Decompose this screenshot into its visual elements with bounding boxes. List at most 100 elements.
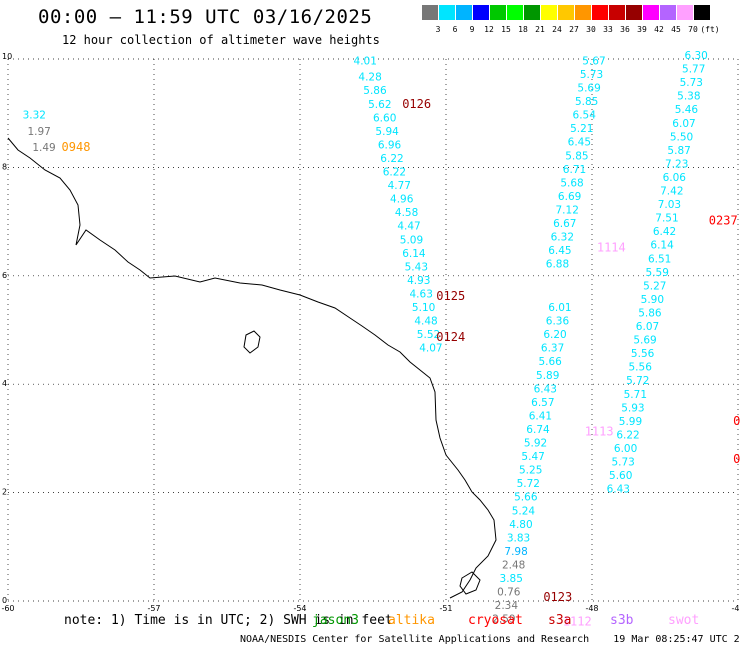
wave-height-value: 4.63 bbox=[410, 288, 433, 300]
wave-height-value: 6.37 bbox=[541, 343, 564, 355]
colorbar-label: 6 bbox=[452, 25, 458, 34]
wave-height-value: 5.92 bbox=[524, 438, 547, 450]
x-tick-label: -60 bbox=[1, 604, 14, 613]
colorbar-swatch bbox=[558, 5, 574, 20]
wave-height-value: 4.80 bbox=[509, 519, 532, 531]
colorbar-swatch bbox=[643, 5, 659, 20]
wave-height-value: 5.52 bbox=[417, 329, 440, 341]
colorbar-label: 3 bbox=[435, 25, 441, 34]
wave-height-value: 6.30 bbox=[684, 50, 707, 62]
wave-height-value: 2.59 bbox=[492, 614, 515, 626]
wave-height-value: 5.94 bbox=[375, 126, 399, 138]
colorbar-swatch bbox=[507, 5, 523, 20]
y-tick-label: 2 bbox=[2, 488, 7, 497]
wave-height-value: 5.73 bbox=[580, 69, 603, 81]
wave-height-value: 6.14 bbox=[402, 248, 426, 260]
wave-height-value: 6.54 bbox=[573, 110, 597, 122]
x-tick-label: -51 bbox=[439, 604, 452, 613]
wave-height-value: 6.06 bbox=[663, 172, 687, 184]
wave-height-value: 5.87 bbox=[667, 145, 690, 157]
wave-height-value: 7.23 bbox=[665, 158, 688, 170]
colorbar-swatch bbox=[490, 5, 506, 20]
wave-height-value: 5.73 bbox=[680, 77, 703, 89]
wave-height-value: 6.45 bbox=[568, 137, 591, 149]
wave-height-value: 5.71 bbox=[624, 389, 647, 401]
wave-height-value: 7.12 bbox=[556, 204, 579, 216]
colorbar-label: 33 bbox=[603, 25, 613, 34]
x-tick-label: -45 bbox=[731, 604, 740, 613]
wave-height-value: 5.93 bbox=[621, 402, 644, 414]
wave-height-value: 6.71 bbox=[563, 164, 586, 176]
x-tick-label: -57 bbox=[147, 604, 160, 613]
wave-height-value: 5.86 bbox=[363, 85, 387, 97]
wave-height-value: 6.45 bbox=[548, 245, 571, 257]
pass-time-label: 1112 bbox=[563, 614, 592, 628]
wave-height-value: 5.99 bbox=[619, 416, 642, 428]
wave-height-value: 1.97 bbox=[27, 126, 50, 138]
wave-height-value: 4.01 bbox=[354, 55, 377, 67]
wave-height-value: 6.22 bbox=[616, 429, 639, 441]
y-tick-label: 4 bbox=[2, 379, 7, 388]
axis-ticks: -60 -57 -54 -51 -48 -45 10 8 6 4 2 0 bbox=[1, 52, 740, 613]
colorbar-swatch bbox=[694, 5, 710, 20]
colorbar-label: 9 bbox=[469, 25, 475, 34]
wave-height-value: 3.83 bbox=[507, 532, 530, 544]
colorbar-label: 36 bbox=[620, 25, 630, 34]
wave-height-value: 6.42 bbox=[653, 226, 676, 238]
wave-height-value: 5.72 bbox=[517, 478, 540, 490]
wave-height-value: 4.58 bbox=[395, 207, 418, 219]
wave-height-value: 5.86 bbox=[638, 307, 662, 319]
wave-height-value: 6.60 bbox=[373, 112, 396, 124]
colorbar-swatch bbox=[660, 5, 676, 20]
wave-height-value: 5.10 bbox=[412, 302, 435, 314]
wave-height-value: 6.67 bbox=[553, 218, 576, 230]
satellite-legend-item: s3b bbox=[610, 613, 634, 628]
colorbar-label: (ft) bbox=[700, 25, 720, 34]
colorbar-label: 42 bbox=[654, 25, 664, 34]
wave-height-value: 6.41 bbox=[529, 410, 552, 422]
wave-height-value: 5.73 bbox=[611, 457, 634, 469]
wave-height-value: 6.07 bbox=[636, 321, 659, 333]
y-tick-label: 6 bbox=[2, 271, 7, 280]
island-outline bbox=[459, 571, 481, 595]
y-tick-label: 10 bbox=[2, 52, 12, 61]
pass-time-label: 0235 bbox=[733, 452, 740, 466]
wave-height-value: 5.89 bbox=[536, 370, 559, 382]
wave-height-value: 4.28 bbox=[358, 72, 381, 84]
wave-height-value: 5.67 bbox=[582, 55, 605, 67]
map-title: 00:00 — 11:59 UTC 03/16/2025 bbox=[38, 6, 373, 28]
wave-height-value: 5.69 bbox=[633, 335, 656, 347]
wave-height-value: 6.01 bbox=[548, 302, 571, 314]
wave-height-value: 6.74 bbox=[526, 424, 550, 436]
wave-height-value: 5.56 bbox=[629, 362, 653, 374]
colorbar-swatch bbox=[524, 5, 540, 20]
colorbar-swatch bbox=[473, 5, 489, 20]
map-subtitle: 12 hour collection of altimeter wave hei… bbox=[62, 33, 380, 47]
wave-height-value: 6.88 bbox=[546, 259, 569, 271]
satellite-legend-item: swot bbox=[668, 613, 700, 628]
wave-height-value: 5.72 bbox=[626, 375, 649, 387]
satellite-legend-item: cryosat bbox=[468, 613, 523, 628]
satellite-legend-item: jason3 bbox=[312, 613, 359, 628]
x-tick-label: -48 bbox=[585, 604, 598, 613]
pass-time-label: 0124 bbox=[436, 330, 465, 344]
wave-height-value: 5.69 bbox=[577, 83, 600, 95]
pass-time-label: 1113 bbox=[585, 425, 614, 439]
pass-time-label: 0123 bbox=[543, 590, 572, 604]
colorbar-swatch bbox=[541, 5, 557, 20]
colorbar-label: 21 bbox=[535, 25, 545, 34]
colorbar-swatch bbox=[609, 5, 625, 20]
satellite-legend-item: altika bbox=[388, 613, 435, 628]
wave-height-value: 6.20 bbox=[543, 329, 566, 341]
colorbar-swatch bbox=[456, 5, 472, 20]
wave-height-value: 6.14 bbox=[650, 240, 674, 252]
wave-height-value: 5.59 bbox=[646, 267, 669, 279]
wave-height-value: 4.93 bbox=[407, 275, 430, 287]
wave-height-value: 5.68 bbox=[560, 177, 583, 189]
wave-height-value: 3.85 bbox=[500, 573, 523, 585]
altimeter-tracks: 3.321.971.49 09484.014.285.865.626.605.94… bbox=[23, 50, 740, 628]
wave-height-value: 5.09 bbox=[400, 234, 423, 246]
colorbar-label: 12 bbox=[484, 25, 494, 34]
pass-time-label: 0126 bbox=[402, 97, 431, 111]
